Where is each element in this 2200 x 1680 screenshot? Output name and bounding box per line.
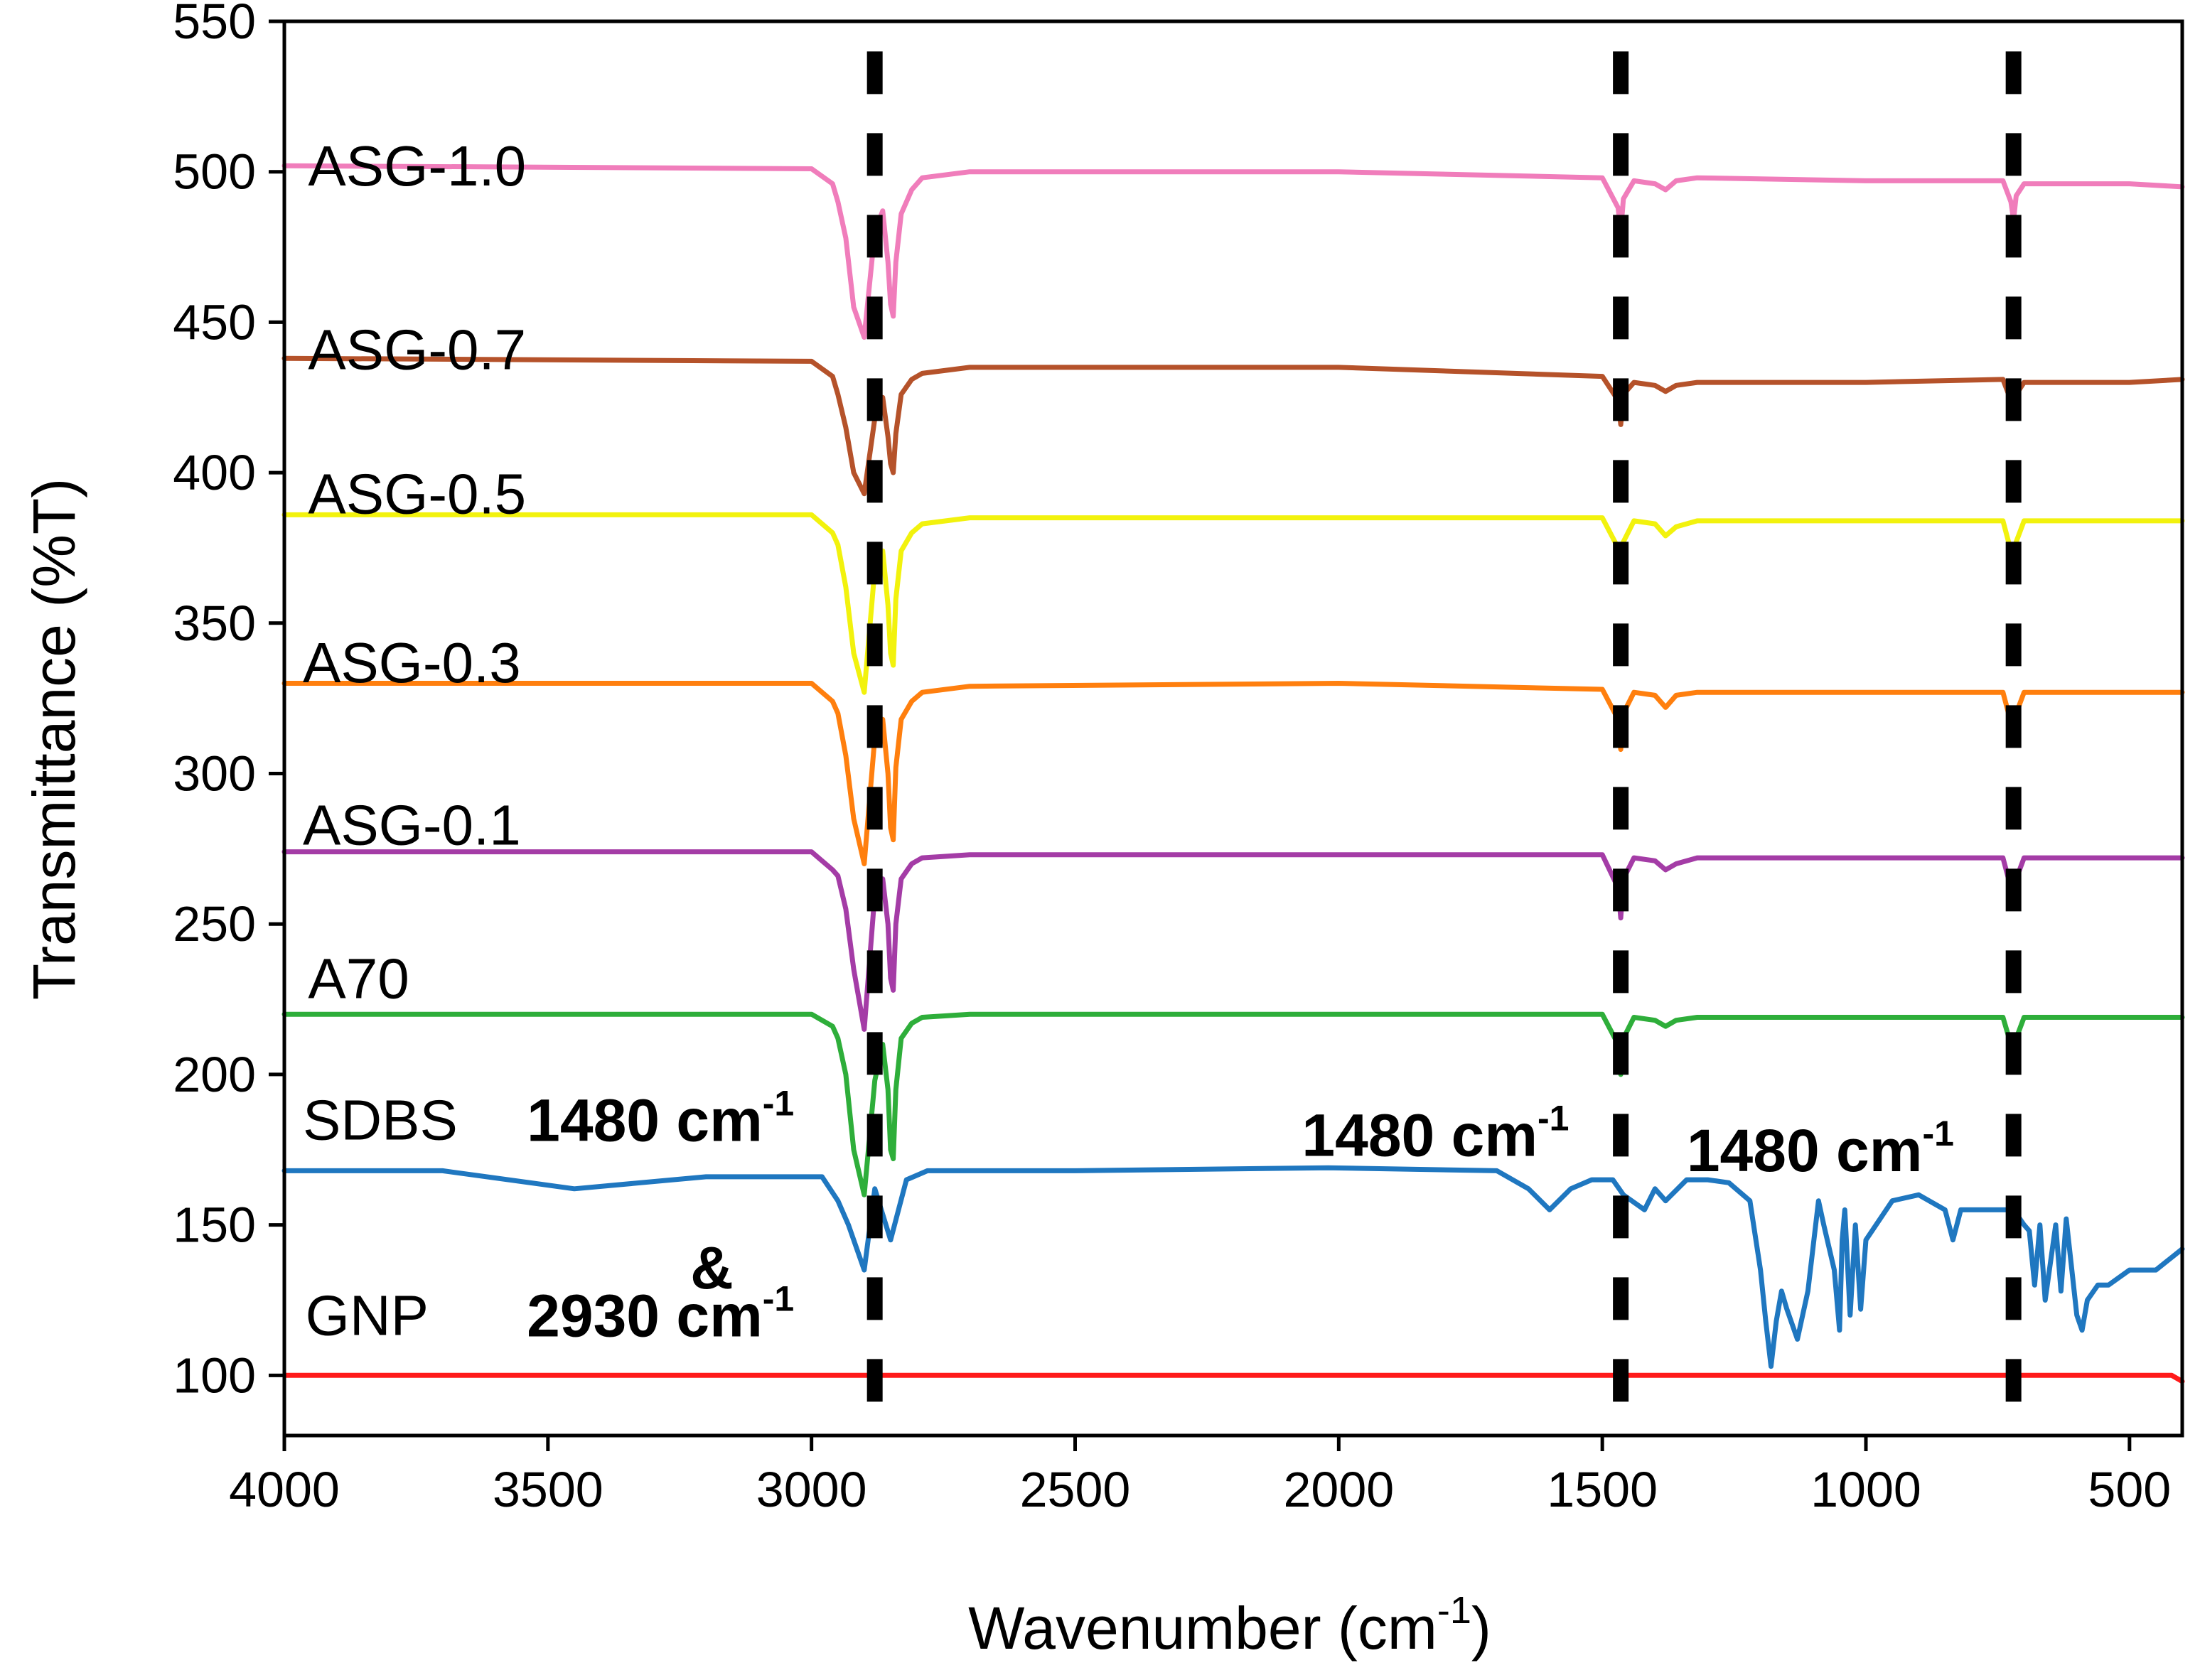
- x-tick-label-4000: 4000: [229, 1462, 340, 1517]
- peak-annotation-1: &: [690, 1234, 734, 1301]
- series-layer: [281, 163, 2185, 1384]
- peak-annotation-3: 1480 cm-1: [1302, 1099, 1569, 1169]
- series-line-asg-0-3: [281, 681, 2185, 866]
- peak-annotation-2: 2930 cm-1: [527, 1279, 794, 1350]
- y-tick-label-300: 300: [173, 746, 256, 802]
- x-tick-label-2000: 2000: [1283, 1462, 1394, 1517]
- y-tick-label-100: 100: [173, 1347, 256, 1403]
- y-tick-label-200: 200: [173, 1047, 256, 1102]
- series-label-asg-0-1: ASG-0.1: [303, 793, 521, 856]
- axes: [269, 19, 2184, 1451]
- series-label-asg-0-3: ASG-0.3: [303, 631, 521, 694]
- plot-frame: [282, 19, 2184, 1438]
- x-tick-label-3000: 3000: [756, 1462, 867, 1517]
- series-line-asg-0-7: [281, 355, 2185, 497]
- series-label-gnp: GNP: [306, 1284, 429, 1347]
- series-line-sdbs: [281, 1165, 2185, 1369]
- x-tick-label-1000: 1000: [1810, 1462, 1921, 1517]
- y-tick-label-250: 250: [173, 896, 256, 952]
- series-line-asg-0-5: [281, 512, 2185, 695]
- x-tick-label-3500: 3500: [493, 1462, 603, 1517]
- x-tick-label-500: 500: [2088, 1462, 2171, 1517]
- series-label-a70: A70: [308, 947, 409, 1010]
- series-label-asg-1-0: ASG-1.0: [308, 134, 526, 198]
- x-tick-label-1500: 1500: [1547, 1462, 1658, 1517]
- series-line-gnp: [281, 1372, 2185, 1384]
- y-tick-label-150: 150: [173, 1197, 256, 1253]
- series-line-a70: [281, 1011, 2185, 1197]
- peak-annotation-0: 1480 cm-1: [527, 1083, 794, 1153]
- series-line-asg-0-1: [281, 849, 2185, 1032]
- labels: 4000 3500 3000 2500 2000 1500 1000 500 100 150 200…: [173, 0, 2171, 1517]
- peak-annotation-4: 1480 cm-1: [1687, 1114, 1954, 1184]
- y-tick-label-350: 350: [173, 596, 256, 651]
- y-tick-label-450: 450: [173, 294, 256, 350]
- series-line-asg-1-0: [281, 163, 2185, 340]
- series-label-asg-0-7: ASG-0.7: [308, 318, 526, 382]
- series-label-asg-0-5: ASG-0.5: [308, 463, 526, 526]
- x-axis-title: Wavenumber (cm-1): [968, 1589, 1491, 1662]
- series-label-sdbs: SDBS: [303, 1088, 458, 1151]
- marker-lines: [866, 51, 2022, 1421]
- y-tick-label-550: 550: [173, 0, 256, 49]
- y-axis-title: Transmittance (%T): [21, 478, 87, 1000]
- y-tick-label-500: 500: [173, 144, 256, 200]
- x-tick-label-2500: 2500: [1020, 1462, 1131, 1517]
- y-tick-label-400: 400: [173, 445, 256, 500]
